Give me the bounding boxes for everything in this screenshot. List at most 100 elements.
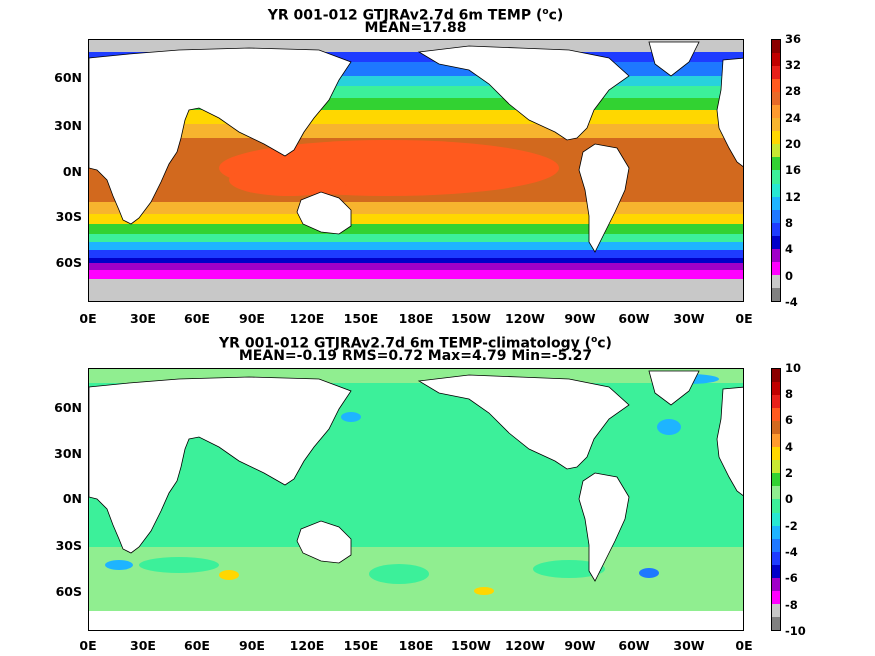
bottom-xlabel: 60W xyxy=(618,638,650,653)
top-ylabel-0n: 0N xyxy=(62,164,82,179)
colorbar-segment xyxy=(772,616,780,630)
top-title-text: YR 001-012 GTJRAv2.7d 6m TEMP ( xyxy=(267,7,543,24)
top-ylabel-60s: 60S xyxy=(55,255,82,270)
colorbar-segment xyxy=(772,248,780,262)
bottom-map-subtitle: MEAN=-0.19 RMS=0.72 Max=4.79 Min=-5.27 xyxy=(238,348,593,364)
top-colorbar-label: 24 xyxy=(785,111,802,125)
colorbar-segment xyxy=(772,105,780,119)
top-xlabel: 90E xyxy=(239,311,265,326)
colorbar-segment xyxy=(772,408,780,422)
top-south-america xyxy=(578,143,630,253)
colorbar-segment xyxy=(772,538,780,552)
top-xlabel: 0E xyxy=(735,311,753,326)
colorbar-segment xyxy=(772,40,780,54)
bottom-xlabel: 60E xyxy=(184,638,210,653)
bottom-xlabel: 120W xyxy=(505,638,545,653)
colorbar-segment xyxy=(772,551,780,565)
bottom-colorbar-label: 8 xyxy=(785,387,794,401)
top-colorbar-label: -4 xyxy=(785,295,798,309)
bottom-australia xyxy=(296,520,352,564)
bottom-xlabel: 90E xyxy=(239,638,265,653)
top-xlabel: 0E xyxy=(79,311,97,326)
top-colorbar-label: 20 xyxy=(785,137,802,151)
top-xlabel: 90W xyxy=(564,311,596,326)
bottom-map-title: YR 001-012 GTJRAv2.7d 6m TEMP-climatolog… xyxy=(0,332,831,352)
bottom-south-america xyxy=(578,472,630,582)
top-map-svg xyxy=(89,40,743,301)
bottom-north-america xyxy=(417,374,630,470)
colorbar-segment xyxy=(772,486,780,500)
bottom-colorbar-label: -6 xyxy=(785,571,798,585)
top-australia xyxy=(296,191,352,235)
bottom-title-text: YR 001-012 GTJRAv2.7d 6m TEMP-climatolog… xyxy=(219,335,592,352)
colorbar-segment xyxy=(772,460,780,474)
bottom-xlabel: 120E xyxy=(289,638,325,653)
bottom-ylabel-60s: 60S xyxy=(55,584,82,599)
colorbar-segment xyxy=(772,183,780,197)
colorbar-segment xyxy=(772,590,780,604)
top-europe-west xyxy=(716,57,743,167)
bottom-continents xyxy=(89,370,743,582)
bottom-xlabel: 180E xyxy=(398,638,434,653)
bottom-colorbar-label: -10 xyxy=(785,624,806,638)
top-greenland xyxy=(648,41,700,77)
colorbar-segment xyxy=(772,564,780,578)
bottom-europe-west xyxy=(716,386,743,496)
top-colorbar-label: 8 xyxy=(785,216,794,230)
top-colorbar-label: 36 xyxy=(785,32,802,46)
top-xlabel: 30W xyxy=(673,311,705,326)
colorbar-segment xyxy=(772,499,780,513)
colorbar-segment xyxy=(772,66,780,80)
colorbar-segment xyxy=(772,577,780,591)
bottom-greenland xyxy=(648,370,700,406)
bottom-map-svg xyxy=(89,369,743,630)
top-colorbar xyxy=(771,39,781,302)
top-colorbar-label: 0 xyxy=(785,269,794,283)
bottom-ylabel-0n: 0N xyxy=(62,491,82,506)
colorbar-segment xyxy=(772,92,780,106)
top-north-america xyxy=(417,45,630,141)
top-title-degree: o xyxy=(542,7,549,17)
colorbar-segment xyxy=(772,118,780,132)
colorbar-segment xyxy=(772,131,780,145)
colorbar-segment xyxy=(772,144,780,158)
bottom-title-unit: c) xyxy=(597,335,612,352)
colorbar-segment xyxy=(772,603,780,617)
top-colorbar-label: 4 xyxy=(785,242,794,256)
colorbar-segment xyxy=(772,421,780,435)
top-xlabel: 60W xyxy=(618,311,650,326)
top-colorbar-label: 28 xyxy=(785,84,802,98)
colorbar-segment xyxy=(772,53,780,67)
colorbar-segment xyxy=(772,447,780,461)
top-eurasia-africa xyxy=(89,47,352,225)
colorbar-segment xyxy=(772,473,780,487)
colorbar-segment xyxy=(772,382,780,396)
bottom-xlabel: 90W xyxy=(564,638,596,653)
bottom-xlabel: 150W xyxy=(451,638,491,653)
bottom-colorbar-label: 2 xyxy=(785,466,794,480)
bottom-colorbar-label: -2 xyxy=(785,519,798,533)
bottom-colorbar-label: -4 xyxy=(785,545,798,559)
colorbar-segment xyxy=(772,222,780,236)
bottom-map-panel xyxy=(88,368,744,631)
bottom-colorbar-label: 4 xyxy=(785,440,794,454)
bottom-ylabel-30s: 30S xyxy=(55,538,82,553)
top-map-panel xyxy=(88,39,744,302)
bottom-ylabel-30n: 30N xyxy=(54,446,82,461)
top-ylabel-30s: 30S xyxy=(55,209,82,224)
bottom-title-degree: o xyxy=(591,335,598,345)
colorbar-segment xyxy=(772,157,780,171)
bottom-xlabel: 30W xyxy=(673,638,705,653)
bottom-colorbar-label: -8 xyxy=(785,598,798,612)
colorbar-segment xyxy=(772,79,780,93)
top-xlabel: 60E xyxy=(184,311,210,326)
top-colorbar-label: 12 xyxy=(785,190,802,204)
top-colorbar-label: 32 xyxy=(785,58,802,72)
top-title-unit: c) xyxy=(548,7,564,24)
top-xlabel: 150W xyxy=(451,311,491,326)
top-xlabel: 30E xyxy=(130,311,156,326)
bottom-anomaly-field xyxy=(89,369,743,630)
top-colorbar-label: 16 xyxy=(785,163,802,177)
bottom-colorbar xyxy=(771,368,781,631)
colorbar-segment xyxy=(772,209,780,223)
